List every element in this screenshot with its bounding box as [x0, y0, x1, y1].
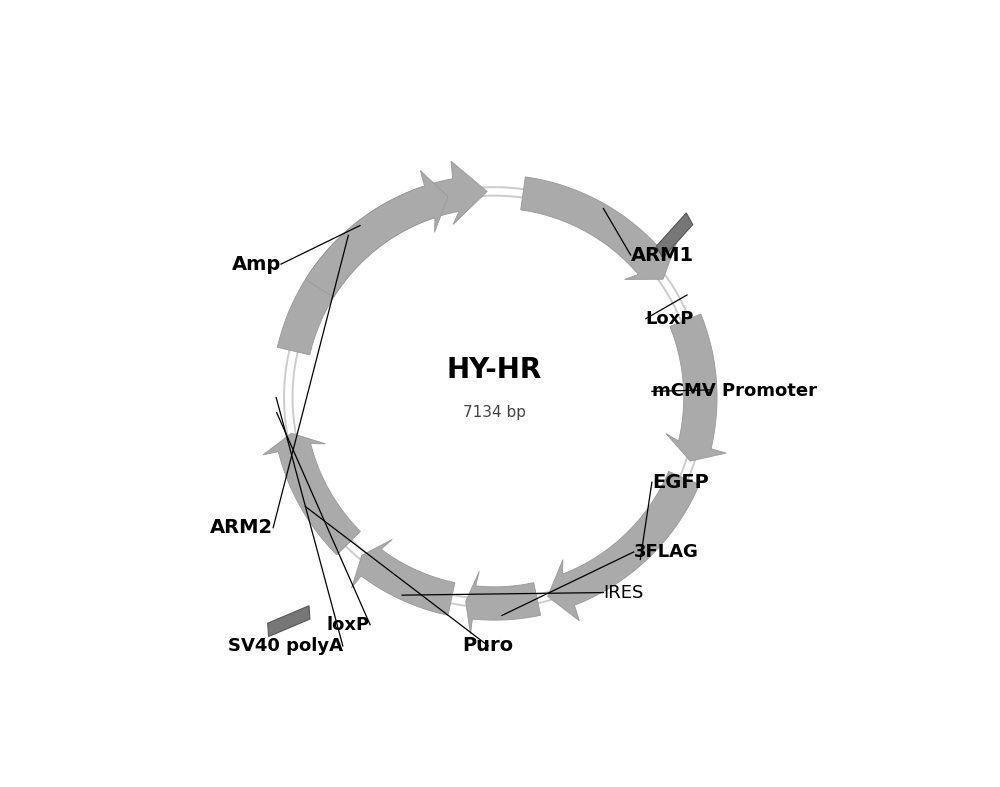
Polygon shape [656, 213, 693, 258]
Text: ARM1: ARM1 [631, 246, 694, 264]
Text: mCMV Promoter: mCMV Promoter [652, 382, 817, 401]
Text: 7134 bp: 7134 bp [463, 405, 526, 420]
Text: SV40 polyA: SV40 polyA [228, 637, 343, 655]
Text: EGFP: EGFP [652, 473, 709, 492]
Polygon shape [263, 433, 360, 555]
Polygon shape [466, 571, 541, 634]
Text: Puro: Puro [463, 637, 514, 656]
Text: LoxP: LoxP [646, 309, 694, 327]
Text: 3FLAG: 3FLAG [634, 543, 699, 561]
Polygon shape [352, 539, 455, 615]
Text: ARM2: ARM2 [210, 518, 273, 538]
Text: HY-HR: HY-HR [447, 357, 542, 384]
Polygon shape [666, 314, 726, 461]
Polygon shape [305, 171, 448, 297]
Text: IRES: IRES [603, 584, 644, 601]
Text: Amp: Amp [232, 255, 281, 274]
Polygon shape [268, 606, 310, 637]
Polygon shape [277, 161, 487, 355]
Polygon shape [521, 177, 676, 279]
Text: loxP: loxP [327, 615, 370, 634]
Polygon shape [548, 471, 699, 621]
